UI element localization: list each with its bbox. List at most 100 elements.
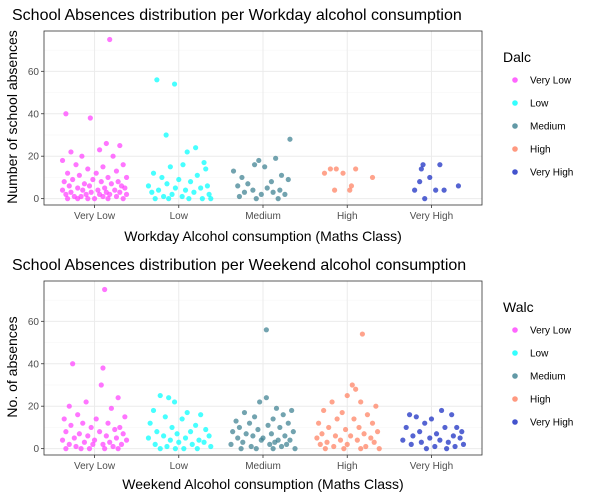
weekend-point-medium — [241, 409, 248, 416]
weekend-point-high — [322, 446, 328, 452]
weekend-point-medium — [283, 441, 290, 447]
weekend-point-high — [373, 403, 379, 409]
workday-point-medium — [256, 157, 262, 164]
weekend-point-medium — [285, 420, 291, 426]
workday-point-very-low — [120, 196, 126, 202]
weekend-point-very-high — [457, 435, 463, 441]
workday-point-very-low — [61, 179, 67, 185]
weekend-point-very-high — [454, 424, 460, 431]
weekend-point-high — [319, 431, 325, 437]
weekend-point-medium — [246, 420, 253, 426]
workday-y-tick-label: 60 — [28, 67, 40, 78]
weekend-point-very-low — [120, 431, 126, 437]
weekend-point-medium — [251, 414, 258, 420]
weekend-point-very-low — [78, 446, 84, 452]
weekend-point-medium — [289, 407, 295, 414]
workday-point-very-low — [100, 164, 106, 170]
workday-point-low — [145, 183, 152, 189]
weekend-point-low — [161, 433, 167, 439]
workday-point-low — [206, 191, 212, 197]
workday-point-very-low — [80, 187, 86, 193]
weekend-point-low — [179, 416, 185, 422]
workday-point-medium — [275, 196, 281, 202]
workday-point-very-low — [98, 179, 104, 185]
weekend-legend-label-high: High — [530, 395, 551, 406]
workday-point-very-low — [123, 174, 130, 181]
weekend-point-low — [166, 395, 172, 401]
weekend-point-very-low — [103, 433, 109, 439]
weekend-point-high — [342, 426, 349, 433]
weekend-point-medium — [280, 412, 286, 418]
weekend-point-very-low — [71, 435, 77, 441]
workday-legend-key-very-low — [512, 77, 518, 83]
weekend-point-very-low — [73, 443, 79, 450]
workday-point-very-low — [73, 162, 79, 168]
workday-point-very-low — [76, 172, 82, 178]
weekend-point-medium — [273, 405, 280, 411]
weekend-gridlines — [44, 281, 482, 455]
weekend-point-medium — [240, 439, 246, 445]
weekend-point-high — [315, 420, 322, 426]
weekend-point-medium — [230, 429, 236, 435]
workday-point-high — [333, 166, 339, 172]
weekend-x-tick-label-very-high: Very High — [410, 461, 453, 472]
weekend-point-very-low — [83, 399, 89, 405]
workday-point-very-low — [91, 196, 98, 202]
weekend-point-very-low — [90, 441, 96, 447]
weekend-point-very-high — [403, 424, 409, 431]
weekend-point-medium — [270, 446, 276, 452]
weekend-point-very-high — [400, 437, 406, 443]
weekend-point-low — [201, 439, 207, 445]
workday-point-very-high — [417, 179, 423, 185]
workday-point-medium — [278, 172, 285, 178]
workday-point-very-high — [420, 162, 426, 168]
weekend-point-low — [154, 429, 160, 435]
workday-point-medium — [245, 181, 251, 187]
workday-point-very-low — [68, 189, 74, 195]
weekend-y-tick-label: 20 — [28, 402, 40, 413]
weekend-point-medium — [270, 416, 276, 422]
weekend-point-high — [332, 433, 339, 439]
workday-point-low — [186, 196, 192, 202]
workday-point-very-low — [90, 176, 96, 183]
weekend-x-axis-title: Weekend Alcohol consumption (Maths Class… — [122, 476, 403, 492]
weekend-point-very-low — [63, 446, 69, 452]
workday-x-tick-label-very-high: Very High — [410, 211, 453, 222]
weekend-legend-key-medium — [512, 373, 518, 379]
workday-legend-label-medium: Medium — [530, 122, 566, 133]
workday-point-medium — [268, 179, 275, 185]
weekend-point-low — [181, 446, 187, 452]
workday-point-medium — [285, 176, 291, 183]
workday-point-very-low — [63, 191, 69, 197]
weekend-point-high — [317, 441, 323, 447]
weekend-point-very-low — [112, 426, 118, 433]
weekend-point-medium — [267, 441, 273, 447]
workday-point-very-high — [433, 187, 439, 193]
workday-legend-label-high: High — [530, 145, 551, 156]
workday-point-low — [179, 193, 185, 200]
weekend-legend-title: Walc — [503, 299, 534, 315]
weekend-point-high — [369, 420, 376, 426]
workday-point-very-low — [107, 191, 113, 197]
workday-point-medium — [236, 193, 243, 200]
weekend-point-very-low — [110, 443, 116, 450]
workday-point-very-high — [422, 196, 428, 202]
workday-point-low — [169, 191, 175, 197]
workday-point-medium — [264, 185, 270, 191]
workday-point-low — [191, 189, 197, 195]
weekend-point-low — [206, 433, 212, 439]
weekend-point-medium — [265, 422, 271, 428]
weekend-point-medium — [255, 426, 261, 433]
workday-point-medium — [253, 196, 259, 202]
weekend-legend-label-medium: Medium — [530, 372, 566, 383]
weekend-point-high — [324, 439, 330, 445]
weekend-point-very-low — [122, 414, 128, 420]
workday-x-tick-label-medium: Medium — [245, 211, 281, 222]
weekend-point-very-high — [418, 439, 424, 445]
workday-legend: Very Low Low Medium High Very High — [512, 76, 573, 179]
workday-point-low — [167, 164, 173, 170]
weekend-point-low — [150, 407, 157, 414]
workday-point-medium — [241, 189, 248, 195]
weekend-point-medium — [292, 446, 298, 452]
weekend-point-very-low — [108, 405, 114, 411]
